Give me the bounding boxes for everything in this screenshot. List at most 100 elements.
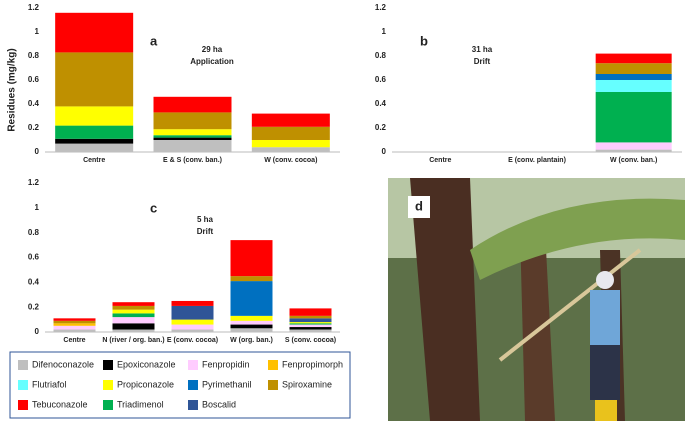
bar-segment	[55, 52, 134, 107]
bar-segment	[112, 329, 155, 332]
bar-segment	[595, 74, 672, 80]
x-tick-label: Centre	[429, 157, 451, 164]
bar-segment	[112, 313, 155, 318]
legend-swatch	[188, 380, 198, 390]
y-tick-label: 0.4	[28, 99, 40, 108]
legend-label: Difenoconazole	[32, 359, 94, 369]
bar-segment	[251, 113, 330, 127]
bar-segment	[595, 92, 672, 143]
x-tick-label: N (river / org. ban.)	[102, 337, 164, 344]
y-tick-label: 0.6	[375, 75, 387, 84]
legend-label: Triadimenol	[117, 399, 164, 409]
bar-segment	[55, 12, 134, 53]
legend-label: Epoxiconazole	[117, 359, 176, 369]
x-tick-label: Centre	[83, 157, 105, 164]
x-tick-label: W (conv. ban.)	[610, 157, 657, 164]
legend-swatch	[18, 400, 28, 410]
x-tick-label: S (conv. cocoa)	[285, 337, 336, 344]
legend-swatch	[18, 360, 28, 370]
bar-segment	[289, 323, 332, 325]
bar-segment	[53, 329, 96, 332]
bar-segment	[53, 323, 96, 326]
y-tick-label: 0.4	[28, 277, 40, 286]
bar-segment	[171, 305, 214, 320]
bar-segment	[595, 53, 672, 64]
bar-segment	[112, 302, 155, 306]
photo-person	[590, 345, 620, 400]
bar-segment	[289, 327, 332, 330]
bar-segment	[112, 309, 155, 314]
photo-boots	[595, 400, 617, 421]
bar-segment	[153, 112, 232, 130]
annotation: 29 ha	[202, 45, 223, 54]
bar-segment	[595, 142, 672, 150]
annotation: 31 ha	[472, 45, 493, 54]
y-tick-label: 0	[35, 147, 40, 156]
bar-segment	[289, 324, 332, 328]
bar-segment	[230, 240, 273, 277]
legend-label: Flutriafol	[32, 379, 67, 389]
bar-segment	[171, 329, 214, 332]
annotation: Drift	[474, 57, 491, 66]
y-tick-label: 1.2	[375, 3, 387, 12]
bar-segment	[230, 328, 273, 332]
legend-label: Pyrimethanil	[202, 379, 252, 389]
bar-segment	[230, 320, 273, 325]
bar-segment	[171, 300, 214, 306]
y-tick-label: 0.8	[28, 228, 40, 237]
x-tick-label: E (conv. cocoa)	[167, 337, 218, 344]
legend-swatch	[103, 400, 113, 410]
x-tick-label: E & S (conv. ban.)	[163, 157, 222, 164]
legend-label: Boscalid	[202, 399, 236, 409]
bar-segment	[112, 317, 155, 324]
legend-label: Fenpropidin	[202, 359, 250, 369]
bar-segment	[53, 320, 96, 324]
x-tick-label: Centre	[63, 337, 85, 344]
legend-swatch	[188, 400, 198, 410]
legend-swatch	[103, 360, 113, 370]
bar-segment	[55, 106, 134, 126]
panel-letter: c	[150, 200, 157, 215]
bar-segment	[153, 140, 232, 152]
photo-person	[590, 290, 620, 345]
bar-segment	[289, 322, 332, 324]
bar-segment	[289, 315, 332, 319]
bar-segment	[230, 281, 273, 316]
bar-segment	[112, 305, 155, 310]
y-tick-label: 0	[382, 147, 387, 156]
bar-segment	[595, 149, 672, 152]
bar-segment	[230, 315, 273, 321]
legend-label: Propiconazole	[117, 379, 174, 389]
bar-segment	[595, 63, 672, 74]
photo-person	[596, 271, 614, 289]
x-tick-label: W (conv. cocoa)	[264, 157, 317, 164]
bar-segment	[251, 147, 330, 152]
panel-letter: b	[420, 33, 428, 48]
y-tick-label: 1	[35, 203, 40, 212]
annotation: Application	[190, 57, 234, 66]
y-tick-label: 0.2	[28, 123, 40, 132]
legend-label: Tebuconazole	[32, 399, 88, 409]
y-tick-label: 1.2	[28, 3, 40, 12]
y-tick-label: 0.4	[375, 99, 387, 108]
bar-segment	[171, 319, 214, 325]
legend-swatch	[18, 380, 28, 390]
bar-segment	[53, 318, 96, 321]
legend-label: Spiroxamine	[282, 379, 332, 389]
photo-trunk	[410, 178, 480, 421]
legend-label: Fenpropimorph	[282, 359, 343, 369]
bar-segment	[595, 80, 672, 92]
y-tick-label: 0.6	[28, 253, 40, 262]
bar-segment	[112, 323, 155, 330]
bar-segment	[55, 143, 134, 152]
legend-swatch	[268, 360, 278, 370]
bar-segment	[53, 325, 96, 330]
legend-swatch	[268, 380, 278, 390]
bar-segment	[289, 308, 332, 316]
y-tick-label: 1.2	[28, 178, 40, 187]
y-tick-label: 0.8	[28, 51, 40, 60]
x-tick-label: E (conv. plantain)	[508, 157, 566, 164]
legend-box	[9, 351, 351, 419]
y-tick-label: 1	[35, 27, 40, 36]
